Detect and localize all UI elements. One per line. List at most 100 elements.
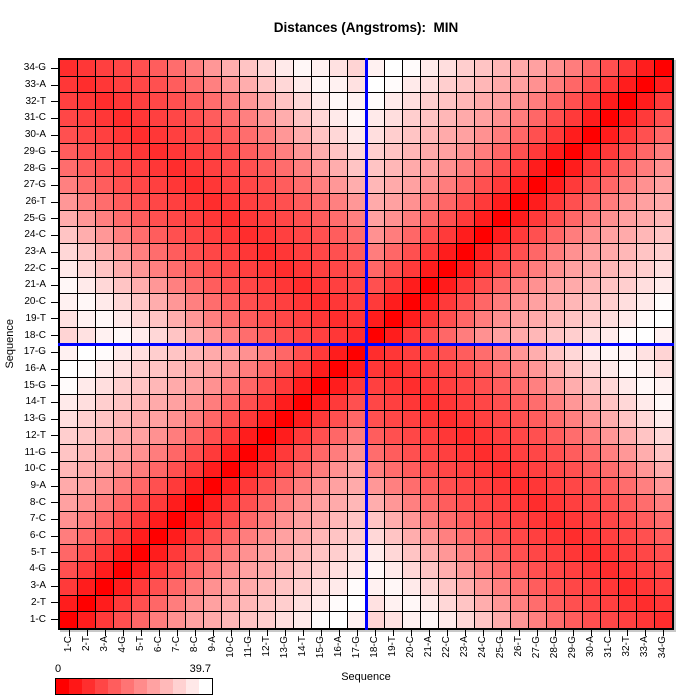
heatmap-cell[interactable] — [384, 260, 402, 277]
heatmap-cell[interactable] — [168, 110, 186, 126]
heatmap-cell[interactable] — [258, 361, 276, 377]
heatmap-cell[interactable] — [366, 562, 384, 578]
heatmap-cell[interactable] — [240, 294, 258, 311]
heatmap-cell[interactable] — [330, 511, 348, 528]
heatmap-cell[interactable] — [582, 60, 600, 76]
heatmap-cell[interactable] — [600, 528, 618, 545]
heatmap-cell[interactable] — [474, 495, 492, 511]
heatmap-cell[interactable] — [456, 428, 474, 444]
heatmap-cell[interactable] — [456, 562, 474, 578]
heatmap-cell[interactable] — [312, 227, 330, 244]
heatmap-cell[interactable] — [438, 428, 456, 444]
heatmap-cell[interactable] — [330, 227, 348, 244]
heatmap-cell[interactable] — [528, 478, 546, 495]
heatmap-cell[interactable] — [438, 294, 456, 311]
heatmap-cell[interactable] — [258, 545, 276, 562]
heatmap-cell[interactable] — [96, 545, 114, 562]
heatmap-cell[interactable] — [546, 361, 564, 377]
heatmap-cell[interactable] — [294, 126, 312, 143]
heatmap-cell[interactable] — [438, 461, 456, 478]
heatmap-cell[interactable] — [546, 461, 564, 478]
heatmap-cell[interactable] — [618, 595, 636, 612]
heatmap-cell[interactable] — [312, 76, 330, 93]
heatmap-cell[interactable] — [60, 143, 78, 160]
heatmap-cell[interactable] — [204, 244, 222, 260]
heatmap-cell[interactable] — [492, 60, 510, 76]
heatmap-cell[interactable] — [276, 595, 294, 612]
heatmap-cell[interactable] — [366, 444, 384, 461]
heatmap-cell[interactable] — [636, 562, 654, 578]
heatmap-cell[interactable] — [618, 612, 636, 628]
heatmap-cell[interactable] — [294, 511, 312, 528]
heatmap-cell[interactable] — [366, 93, 384, 110]
heatmap-cell[interactable] — [546, 93, 564, 110]
heatmap-cell[interactable] — [528, 160, 546, 177]
heatmap-cell[interactable] — [402, 428, 420, 444]
heatmap-cell[interactable] — [510, 260, 528, 277]
heatmap-cell[interactable] — [294, 444, 312, 461]
heatmap-cell[interactable] — [186, 511, 204, 528]
heatmap-cell[interactable] — [222, 327, 240, 344]
heatmap-cell[interactable] — [312, 428, 330, 444]
heatmap-cell[interactable] — [276, 93, 294, 110]
heatmap-cell[interactable] — [492, 562, 510, 578]
heatmap-cell[interactable] — [222, 110, 240, 126]
heatmap-cell[interactable] — [564, 126, 582, 143]
heatmap-cell[interactable] — [438, 160, 456, 177]
heatmap-cell[interactable] — [366, 244, 384, 260]
heatmap-cell[interactable] — [330, 595, 348, 612]
heatmap-cell[interactable] — [150, 578, 168, 595]
heatmap-cell[interactable] — [546, 327, 564, 344]
heatmap-cell[interactable] — [420, 511, 438, 528]
heatmap-cell[interactable] — [636, 143, 654, 160]
heatmap-cell[interactable] — [258, 428, 276, 444]
heatmap-cell[interactable] — [150, 227, 168, 244]
heatmap-cell[interactable] — [564, 394, 582, 411]
heatmap-cell[interactable] — [654, 595, 672, 612]
heatmap-cell[interactable] — [330, 528, 348, 545]
heatmap-cell[interactable] — [582, 394, 600, 411]
heatmap-cell[interactable] — [402, 143, 420, 160]
heatmap-cell[interactable] — [654, 294, 672, 311]
heatmap-cell[interactable] — [222, 478, 240, 495]
heatmap-cell[interactable] — [420, 461, 438, 478]
heatmap-cell[interactable] — [294, 110, 312, 126]
heatmap-cell[interactable] — [528, 327, 546, 344]
heatmap-cell[interactable] — [402, 595, 420, 612]
heatmap-cell[interactable] — [312, 377, 330, 394]
heatmap-cell[interactable] — [114, 612, 132, 628]
heatmap-cell[interactable] — [438, 210, 456, 227]
heatmap-cell[interactable] — [636, 495, 654, 511]
heatmap-cell[interactable] — [96, 143, 114, 160]
heatmap-cell[interactable] — [96, 227, 114, 244]
heatmap-cell[interactable] — [528, 612, 546, 628]
heatmap-cell[interactable] — [402, 210, 420, 227]
heatmap-cell[interactable] — [618, 478, 636, 495]
heatmap-cell[interactable] — [222, 562, 240, 578]
heatmap-cell[interactable] — [294, 428, 312, 444]
heatmap-cell[interactable] — [222, 377, 240, 394]
heatmap-cell[interactable] — [60, 578, 78, 595]
heatmap-cell[interactable] — [474, 277, 492, 294]
heatmap-cell[interactable] — [366, 478, 384, 495]
heatmap-cell[interactable] — [258, 93, 276, 110]
heatmap-cell[interactable] — [312, 344, 330, 361]
heatmap-cell[interactable] — [654, 495, 672, 511]
heatmap-cell[interactable] — [546, 578, 564, 595]
heatmap-cell[interactable] — [132, 461, 150, 478]
heatmap-cell[interactable] — [186, 461, 204, 478]
heatmap-cell[interactable] — [222, 126, 240, 143]
heatmap-cell[interactable] — [492, 244, 510, 260]
heatmap-cell[interactable] — [492, 327, 510, 344]
heatmap-cell[interactable] — [78, 244, 96, 260]
heatmap-cell[interactable] — [168, 578, 186, 595]
heatmap-cell[interactable] — [600, 294, 618, 311]
heatmap-cell[interactable] — [132, 160, 150, 177]
heatmap-cell[interactable] — [132, 562, 150, 578]
heatmap-cell[interactable] — [600, 495, 618, 511]
heatmap-cell[interactable] — [420, 327, 438, 344]
heatmap-cell[interactable] — [168, 260, 186, 277]
heatmap-cell[interactable] — [330, 126, 348, 143]
heatmap-cell[interactable] — [132, 511, 150, 528]
heatmap-cell[interactable] — [168, 227, 186, 244]
